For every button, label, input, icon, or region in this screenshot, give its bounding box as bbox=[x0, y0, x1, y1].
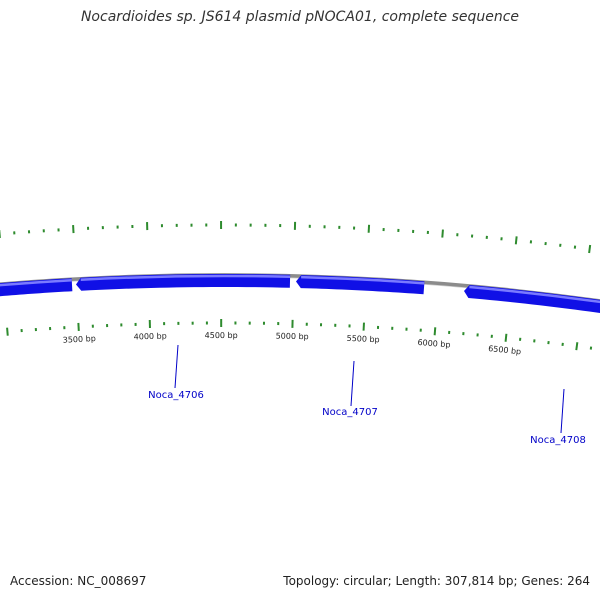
gene-leader-line bbox=[350, 360, 355, 407]
inner-major-tick bbox=[504, 333, 508, 342]
gene-label[interactable]: Noca_4707 bbox=[322, 407, 378, 418]
tick-label: 5500 bp bbox=[346, 334, 379, 345]
tick-label: 5000 bp bbox=[276, 331, 309, 341]
outer-major-tick bbox=[588, 244, 592, 254]
map-title: Nocardioides sp. JS614 plasmid pNOCA01, … bbox=[80, 9, 520, 25]
gene-arrow-highlight bbox=[469, 285, 600, 304]
tick-label: 6000 bp bbox=[417, 338, 451, 350]
inner-major-tick bbox=[433, 327, 437, 336]
gene-arrow-highlight bbox=[301, 275, 425, 285]
tick-label: 4500 bp bbox=[205, 331, 238, 340]
inner-major-tick bbox=[6, 327, 9, 336]
gene-track[interactable] bbox=[0, 274, 600, 319]
gene-leader-line bbox=[174, 344, 179, 389]
gene-arrow-highlight bbox=[0, 278, 72, 287]
gene-label[interactable]: Noca_4706 bbox=[148, 390, 204, 401]
tick-label: 6500 bp bbox=[488, 344, 522, 356]
outer-tick-ring bbox=[0, 221, 592, 254]
accession-text: Accession: NC_008697 bbox=[10, 574, 147, 588]
inner-tick-ring bbox=[6, 319, 593, 351]
gene-arrow-noca_4707[interactable] bbox=[296, 275, 425, 295]
outer-major-tick bbox=[514, 236, 518, 245]
inner-major-tick bbox=[575, 342, 579, 351]
tick-label: 4000 bp bbox=[134, 332, 167, 342]
tick-label: 3500 bp bbox=[63, 334, 96, 345]
topology-length-genes-text: Topology: circular; Length: 307,814 bp; … bbox=[283, 574, 590, 588]
gene-label[interactable]: Noca_4708 bbox=[530, 435, 586, 446]
gene-leader-line bbox=[560, 388, 565, 434]
outer-major-tick bbox=[441, 229, 444, 238]
gene-arrow-noca_4708[interactable] bbox=[464, 285, 600, 319]
gene-arrow-highlight bbox=[80, 274, 291, 281]
gene-label-group: Noca_4706 Noca_4707 Noca_4708 bbox=[148, 344, 586, 446]
tick-label-group: 3500 bp 4000 bp 4500 bp 5000 bp 5500 bp 6000 … bbox=[63, 331, 522, 356]
